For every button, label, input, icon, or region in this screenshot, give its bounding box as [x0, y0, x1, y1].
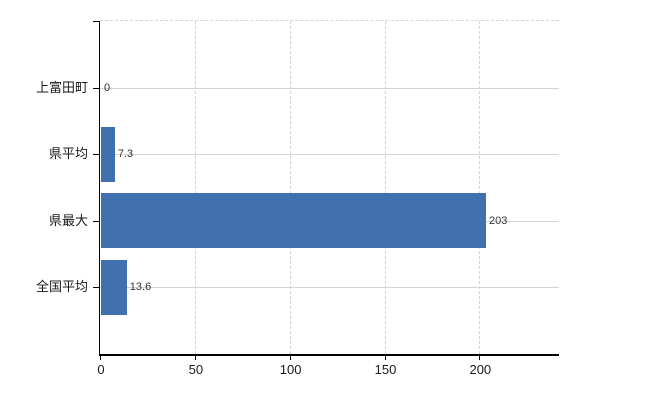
- h-gridline: [100, 287, 559, 288]
- x-tick-label: 200: [469, 362, 492, 377]
- y-axis-tick: [93, 88, 100, 89]
- h-gridline: [100, 154, 559, 155]
- bar-value-label: 203: [489, 214, 508, 227]
- y-axis-tick: [93, 287, 100, 288]
- bar-value-label: 13.6: [129, 281, 152, 294]
- x-axis-tick: [100, 355, 101, 360]
- x-tick-label: 50: [188, 362, 204, 377]
- v-gridline: [289, 21, 291, 354]
- plot-top-border: [100, 20, 559, 21]
- v-gridline: [194, 21, 196, 354]
- x-axis-tick: [194, 355, 196, 360]
- y-axis-line: [98, 21, 100, 356]
- category-label: 県平均: [48, 146, 88, 161]
- y-axis-tick: [93, 221, 100, 222]
- bar: [101, 193, 486, 248]
- x-axis-tick: [384, 355, 386, 360]
- h-gridline: [100, 88, 559, 89]
- v-gridline: [479, 21, 481, 354]
- y-axis-tick: [93, 154, 100, 155]
- x-axis-line: [98, 354, 559, 356]
- v-gridline: [384, 21, 386, 354]
- x-axis-tick: [289, 355, 291, 360]
- y-axis-tick: [93, 21, 100, 22]
- x-tick-label: 0: [97, 362, 105, 377]
- bar: [101, 127, 115, 182]
- x-axis-tick: [479, 355, 481, 360]
- category-label: 全国平均: [35, 279, 88, 294]
- category-label: 上富田町: [35, 80, 88, 95]
- x-tick-label: 150: [374, 362, 397, 377]
- bar: [101, 260, 127, 315]
- bar-value-label: 0: [104, 81, 111, 94]
- x-tick-label: 100: [279, 362, 302, 377]
- bar-value-label: 7.3: [117, 148, 134, 161]
- category-label: 県最大: [48, 213, 88, 228]
